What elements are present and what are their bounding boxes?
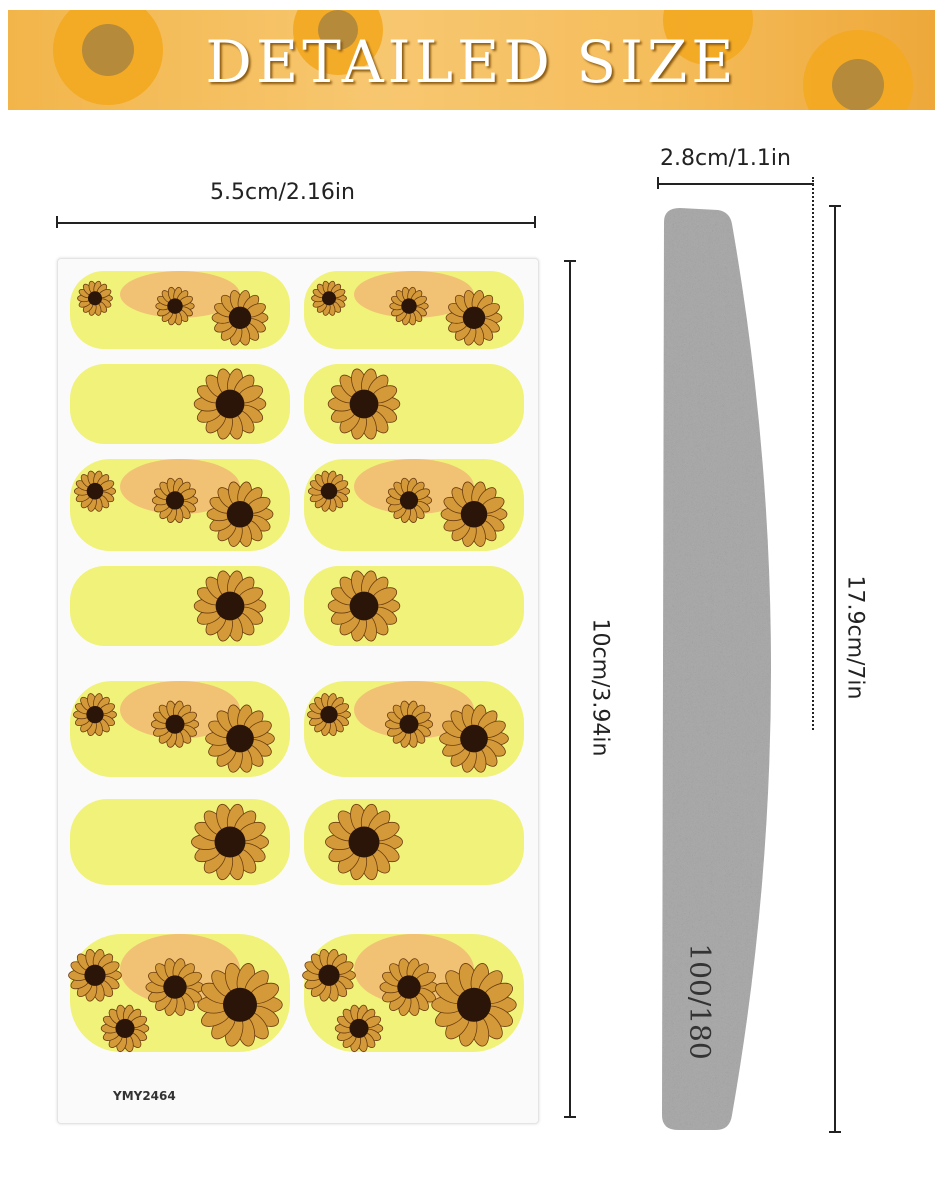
nail-strip bbox=[304, 364, 524, 444]
file-length-label: 17.9cm/7in bbox=[842, 575, 868, 700]
file-grit-label: 100/180 bbox=[683, 943, 717, 1060]
nail-file bbox=[662, 208, 771, 1130]
banner-title: DETAILED SIZE bbox=[205, 28, 738, 96]
sheet-height-line bbox=[569, 260, 571, 1118]
nail-strip bbox=[304, 271, 524, 349]
file-width-label: 2.8cm/1.1in bbox=[660, 146, 791, 171]
sheet-height-label: 10cm/3.94in bbox=[587, 618, 613, 757]
nail-strip bbox=[68, 934, 290, 1053]
banner: DETAILED SIZE bbox=[8, 10, 935, 110]
file-width-guide bbox=[812, 177, 814, 730]
nail-strip bbox=[70, 459, 290, 551]
file-length-line bbox=[834, 205, 836, 1133]
nail-strip bbox=[304, 681, 524, 777]
nail-strip bbox=[70, 271, 290, 349]
sheet-width-line bbox=[56, 222, 536, 224]
nail-strip bbox=[304, 566, 524, 646]
nail-strip bbox=[70, 364, 290, 444]
nail-strip bbox=[70, 799, 290, 885]
nail-strips bbox=[68, 271, 524, 1053]
nail-strip bbox=[304, 459, 524, 551]
nail-strip bbox=[304, 799, 524, 885]
nail-strip bbox=[70, 681, 290, 777]
nail-strip bbox=[302, 934, 524, 1053]
file-width-line bbox=[658, 183, 814, 185]
sheet-width-label: 5.5cm/2.16in bbox=[210, 180, 355, 205]
nail-sticker-sheet: YMY2464 bbox=[57, 258, 539, 1124]
sunflower-background-image bbox=[53, 10, 913, 110]
sheet-code: YMY2464 bbox=[113, 1089, 176, 1103]
nail-strip bbox=[70, 566, 290, 646]
